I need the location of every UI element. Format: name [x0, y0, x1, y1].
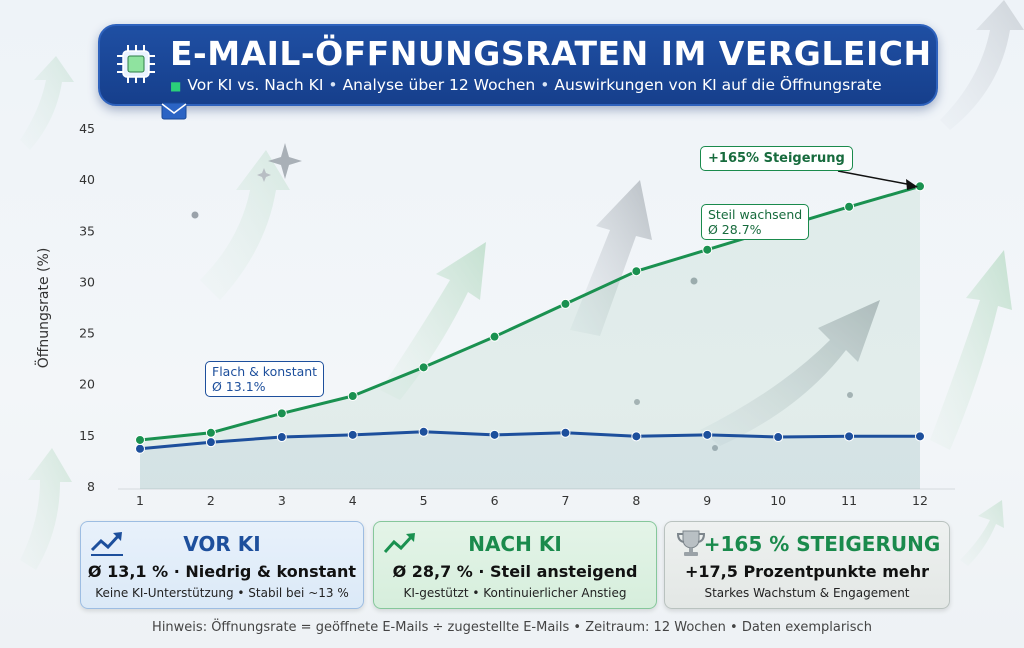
series-points: [135, 181, 925, 454]
nach-data-point: [489, 331, 500, 342]
trend-up-icon: [383, 533, 415, 554]
trend-up-icon: [90, 532, 123, 556]
y-axis-label: Öffnungsrate (%): [36, 247, 52, 369]
nach-data-point: [347, 390, 358, 401]
vor-data-point: [276, 432, 287, 443]
nach-callout-line1: Steil wachsend: [708, 207, 803, 222]
x-tick-label: 6: [491, 493, 499, 508]
y-tick-label: 45: [79, 121, 95, 136]
x-tick-label: 9: [703, 493, 711, 508]
card-steig-title: +165 % STEIGERUNG: [703, 532, 941, 556]
nach-data-point: [844, 201, 855, 212]
chip-icon: [117, 45, 155, 83]
nach-data-point: [631, 266, 642, 277]
vor-callout-line2: Ø 13.1%: [212, 379, 266, 394]
nach-callout-line2: Ø 28.7%: [708, 222, 762, 237]
y-tick-label: 20: [79, 377, 95, 392]
increase-arrow: [837, 170, 918, 190]
vor-data-point: [631, 431, 642, 442]
card-nach-title: NACH KI: [468, 532, 562, 556]
card-vor-sub: Keine KI-Unterstützung • Stabil bei ~13 …: [95, 586, 349, 600]
nach-data-point: [702, 244, 713, 255]
bullet-icon: ■: [170, 79, 182, 93]
y-tick-label: 30: [79, 274, 95, 289]
x-tick-label: 4: [349, 493, 357, 508]
x-tick-label: 1: [136, 493, 144, 508]
nach-data-point: [276, 408, 287, 419]
vor-data-point: [418, 426, 429, 437]
card-vor-title: VOR KI: [183, 532, 261, 556]
mail-icon: [161, 102, 187, 120]
nach-area: [140, 186, 920, 490]
series-areas: [140, 186, 920, 490]
y-tick-label: 40: [79, 172, 95, 187]
x-tick-label: 10: [770, 493, 786, 508]
card-steig-main: +17,5 Prozentpunkte mehr: [684, 562, 929, 581]
separator: •: [540, 76, 550, 94]
vor-data-point: [135, 443, 145, 454]
y-axis-ticks: 8 15 20 25 30 35 40 45: [79, 121, 95, 494]
vor-data-point: [844, 431, 855, 442]
nach-data-point: [418, 362, 429, 373]
increase-callout: +165% Steigerung: [700, 146, 853, 171]
footer-note: Hinweis: Öffnungsrate = geöffnete E-Mail…: [152, 620, 872, 635]
y-tick-label: 15: [79, 428, 95, 443]
nach-callout: Steil wachsend Ø 28.7%: [701, 204, 810, 240]
vor-data-point: [560, 427, 571, 438]
trophy-icon: [676, 530, 706, 556]
vor-data-point: [702, 429, 713, 440]
subtitle-part-1: Vor KI vs. Nach KI: [187, 76, 324, 94]
page-title: E-MAIL-ÖFFNUNGSRATEN IM VERGLEICH: [170, 34, 932, 73]
subtitle-part-2: Analyse über 12 Wochen: [342, 76, 536, 94]
vor-area: [140, 431, 920, 489]
card-steigerung: +165 % STEIGERUNG +17,5 Prozentpunkte me…: [664, 521, 950, 609]
y-tick-label: 35: [79, 223, 95, 238]
card-vor-main: Ø 13,1 % · Niedrig & konstant: [87, 562, 357, 581]
nach-data-point: [205, 427, 216, 438]
vor-data-point: [773, 432, 784, 443]
x-axis-ticks: 1 2 3 4 5 6 7 8 9 10 11 12: [136, 493, 928, 508]
x-tick-label: 7: [561, 493, 569, 508]
card-nach-ki: NACH KI Ø 28,7 % · Steil ansteigend KI-g…: [373, 521, 657, 609]
separator: •: [328, 76, 338, 94]
x-tick-label: 5: [420, 493, 428, 508]
x-tick-label: 12: [912, 493, 928, 508]
x-tick-label: 2: [207, 493, 215, 508]
vor-data-point: [489, 429, 500, 440]
card-steig-sub: Starkes Wachstum & Engagement: [704, 586, 910, 600]
vor-series-line: [139, 430, 920, 451]
vor-data-point: [205, 437, 216, 448]
vor-data-point: [915, 431, 925, 442]
nach-data-point: [135, 434, 145, 445]
vor-callout-line1: Flach & konstant: [212, 364, 318, 379]
vor-callout: Flach & konstant Ø 13.1%: [205, 361, 325, 397]
y-tick-label: 8: [87, 479, 95, 494]
header-banner: E-MAIL-ÖFFNUNGSRATEN IM VERGLEICH ■ Vor K…: [98, 24, 938, 106]
page-subtitle: ■ Vor KI vs. Nach KI • Analyse über 12 Woch…: [170, 76, 930, 94]
vor-data-point: [347, 429, 358, 440]
y-tick-label: 25: [79, 326, 95, 341]
x-tick-label: 8: [632, 493, 640, 508]
subtitle-part-3: Auswirkungen von KI auf die Öffnungsrate: [554, 76, 882, 94]
card-nach-main: Ø 28,7 % · Steil ansteigend: [392, 562, 638, 581]
x-tick-label: 3: [278, 493, 286, 508]
card-vor-ki: VOR KI Ø 13,1 % · Niedrig & konstant Kei…: [80, 521, 364, 609]
nach-data-point: [560, 298, 571, 309]
card-nach-sub: KI-gestützt • Kontinuierlicher Anstieg: [403, 586, 627, 600]
x-tick-label: 11: [841, 493, 857, 508]
